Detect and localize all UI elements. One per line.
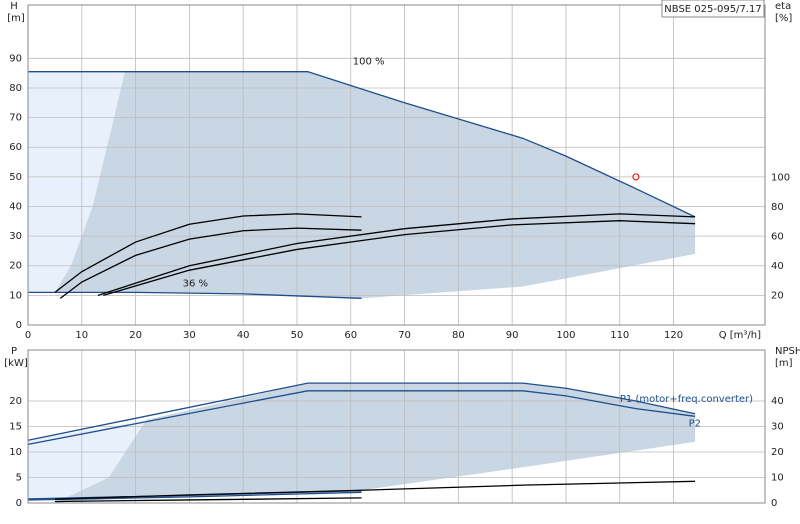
curve-label: P1 (motor+freq.converter) xyxy=(620,394,753,405)
y2-tick-label: 30 xyxy=(771,422,784,433)
y2-tick-label: 20 xyxy=(771,447,784,458)
curve xyxy=(54,213,362,293)
y-tick-label: 10 xyxy=(9,447,22,458)
operating-region xyxy=(28,71,125,293)
y-tick-label: 50 xyxy=(9,172,22,183)
y-tick-label: 0 xyxy=(16,320,22,331)
curve xyxy=(59,227,362,299)
curve xyxy=(27,382,696,441)
curve xyxy=(28,291,362,299)
curve xyxy=(28,71,696,218)
y-tick-label: 90 xyxy=(9,53,22,64)
y-axis-unit: [m] xyxy=(7,13,25,24)
curve xyxy=(27,390,696,445)
x-tick-label: 120 xyxy=(664,330,683,341)
y-axis-label: H xyxy=(10,1,18,12)
y2-axis-label: NPSH xyxy=(775,346,800,357)
operating-region xyxy=(54,383,696,503)
curve xyxy=(97,213,696,296)
plot-frame xyxy=(27,349,766,504)
curve xyxy=(54,497,362,503)
operating-region xyxy=(28,419,147,501)
y-tick-label: 10 xyxy=(9,290,22,301)
y-tick-label: 30 xyxy=(9,231,22,242)
y2-axis-unit: [%] xyxy=(775,13,792,24)
y-tick-label: 15 xyxy=(9,422,22,433)
y2-tick-label: 40 xyxy=(771,261,784,272)
title-box xyxy=(661,0,765,18)
x-tick-label: 110 xyxy=(610,330,629,341)
x-tick-label: 50 xyxy=(291,330,304,341)
y-axis-unit: [kW] xyxy=(4,358,28,369)
curve xyxy=(54,480,696,500)
y-axis-label: P xyxy=(11,346,17,357)
y-tick-label: 5 xyxy=(16,473,22,484)
x-tick-label: 10 xyxy=(75,330,88,341)
x-tick-label: 30 xyxy=(183,330,196,341)
y2-tick-label: 80 xyxy=(771,202,784,213)
x-tick-label: 90 xyxy=(506,330,519,341)
plot-frame xyxy=(27,4,766,326)
x-tick-label: 60 xyxy=(344,330,357,341)
x-axis-label: Q [m³/h] xyxy=(719,330,761,341)
x-tick-label: 20 xyxy=(129,330,142,341)
y-tick-label: 70 xyxy=(9,113,22,124)
y-tick-label: 40 xyxy=(9,201,22,212)
curve-label: 100 % xyxy=(353,57,385,68)
x-tick-label: 80 xyxy=(452,330,465,341)
operating-region xyxy=(54,71,696,299)
y2-axis-unit: [m] xyxy=(775,358,793,369)
x-tick-label: 40 xyxy=(237,330,250,341)
y2-tick-label: 0 xyxy=(771,498,777,509)
y-tick-label: 20 xyxy=(9,261,22,272)
curve xyxy=(103,220,696,296)
y2-tick-label: 10 xyxy=(771,473,784,484)
curve-label: P2 xyxy=(689,418,701,429)
curve-label: 36 % xyxy=(183,278,208,289)
y2-tick-label: 100 xyxy=(771,173,790,184)
y-tick-label: 60 xyxy=(9,142,22,153)
x-tick-label: 70 xyxy=(398,330,411,341)
y2-tick-label: 20 xyxy=(771,291,784,302)
y2-axis-label: eta xyxy=(775,1,791,12)
x-tick-label: 100 xyxy=(556,330,575,341)
y-tick-label: 20 xyxy=(9,396,22,407)
chart-title: NBSE 025-095/7.17 xyxy=(664,4,761,15)
y2-tick-label: 40 xyxy=(771,396,784,407)
duty-point xyxy=(632,173,640,181)
y-tick-label: 80 xyxy=(9,83,22,94)
x-tick-label: 0 xyxy=(25,330,31,341)
y2-tick-label: 60 xyxy=(771,232,784,243)
y-tick-label: 0 xyxy=(16,498,22,509)
